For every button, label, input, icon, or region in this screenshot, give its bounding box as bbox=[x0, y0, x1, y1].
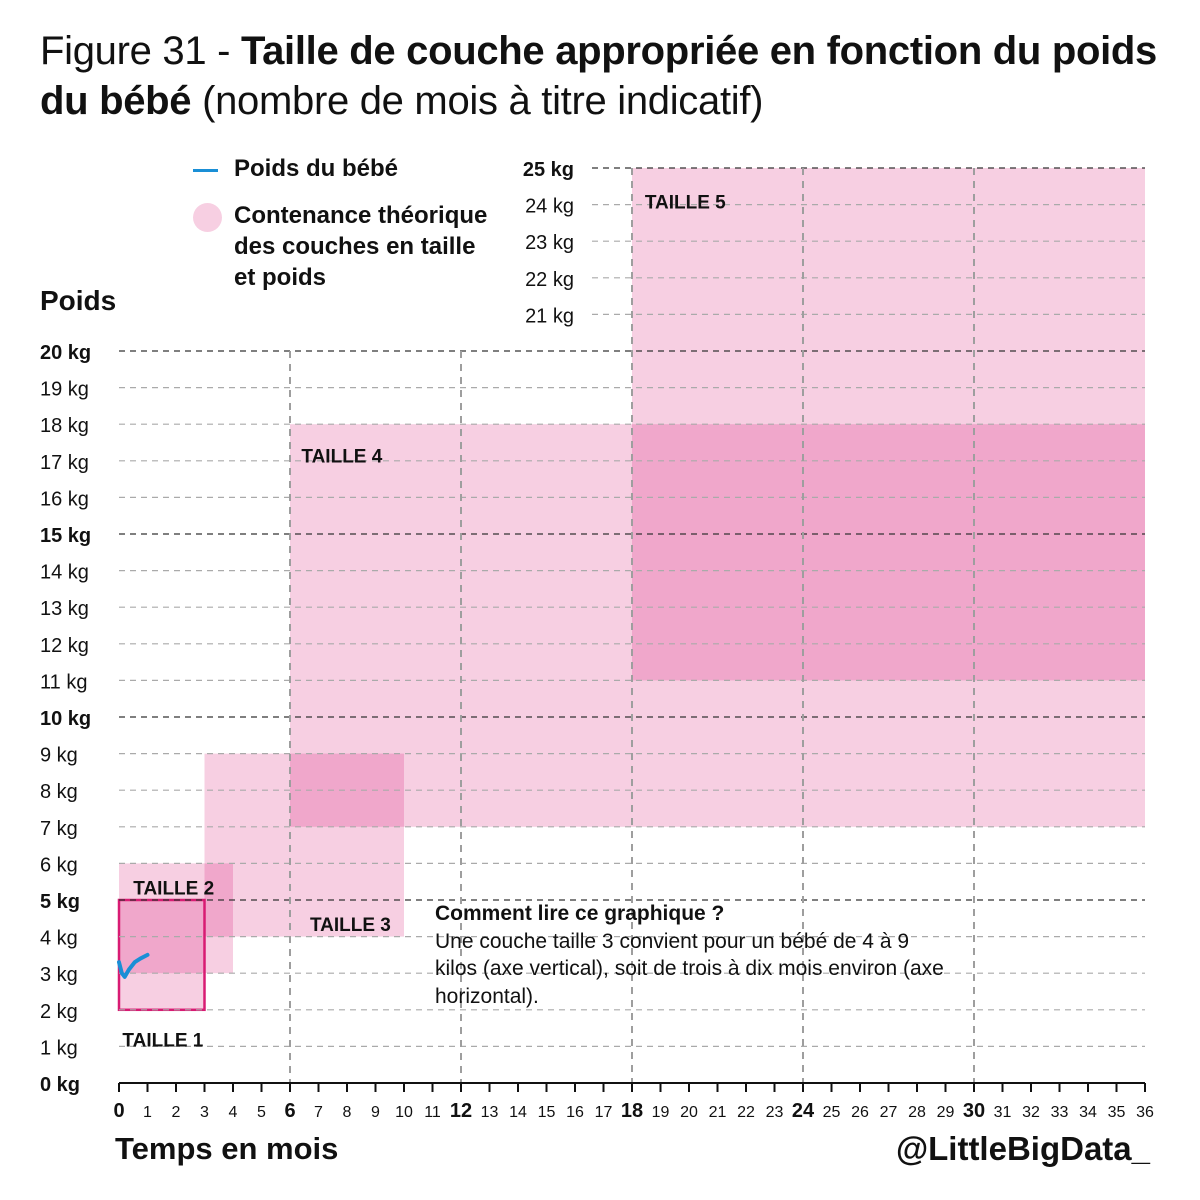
legend-area-swatch bbox=[193, 203, 222, 232]
y-tick-label: 0 kg bbox=[40, 1074, 80, 1096]
y-tick-label-upper: 21 kg bbox=[525, 305, 574, 327]
x-tick-label: 32 bbox=[1022, 1104, 1040, 1121]
x-tick-label: 27 bbox=[880, 1104, 898, 1121]
y-tick-label: 16 kg bbox=[40, 488, 89, 510]
x-tick-label: 13 bbox=[481, 1104, 499, 1121]
x-tick-label: 25 bbox=[823, 1104, 841, 1121]
x-tick-label: 0 bbox=[113, 1100, 124, 1122]
y-tick-label: 2 kg bbox=[40, 1001, 78, 1023]
y-tick-label: 13 kg bbox=[40, 598, 89, 620]
reading-note-heading: Comment lire ce graphique ? bbox=[435, 902, 725, 925]
legend-area-label: Contenance théorique des couches en tail… bbox=[234, 202, 488, 291]
x-tick-label: 6 bbox=[284, 1100, 295, 1122]
y-axis-title: Poids bbox=[40, 285, 117, 316]
x-tick-label: 1 bbox=[143, 1104, 152, 1121]
size-1-label: TAILLE 1 bbox=[122, 1030, 203, 1051]
x-tick-label: 28 bbox=[908, 1104, 926, 1121]
y-tick-label: 3 kg bbox=[40, 964, 78, 986]
y-tick-label: 1 kg bbox=[40, 1037, 78, 1059]
x-tick-label: 33 bbox=[1051, 1104, 1069, 1121]
x-tick-label: 22 bbox=[737, 1104, 755, 1121]
x-tick-label: 5 bbox=[257, 1104, 266, 1121]
title-suffix: (nombre de mois à titre indicatif) bbox=[191, 79, 764, 123]
x-tick-label: 19 bbox=[652, 1104, 670, 1121]
y-tick-label: 15 kg bbox=[40, 525, 91, 547]
y-tick-label: 18 kg bbox=[40, 415, 89, 437]
credit-handle: @LittleBigData_ bbox=[895, 1130, 1150, 1167]
x-tick-label: 18 bbox=[621, 1100, 643, 1122]
x-tick-label: 7 bbox=[314, 1104, 323, 1121]
y-tick-label: 6 kg bbox=[40, 854, 78, 876]
x-tick-label: 4 bbox=[229, 1104, 238, 1121]
x-tick-label: 3 bbox=[200, 1104, 209, 1121]
size-5-label: TAILLE 5 bbox=[645, 192, 726, 213]
size-4-label: TAILLE 4 bbox=[301, 447, 382, 468]
x-tick-label: 35 bbox=[1108, 1104, 1126, 1121]
legend-line-label: Poids du bébé bbox=[234, 155, 399, 182]
x-tick-label: 8 bbox=[343, 1104, 352, 1121]
size-overlap-4-5 bbox=[632, 424, 1145, 681]
x-tick-label: 36 bbox=[1136, 1104, 1154, 1121]
y-tick-label: 12 kg bbox=[40, 635, 89, 657]
x-tick-label: 20 bbox=[680, 1104, 698, 1121]
baby-weight-line bbox=[117, 952, 150, 979]
x-tick-label: 16 bbox=[566, 1104, 584, 1121]
y-tick-label: 14 kg bbox=[40, 562, 89, 584]
x-tick-label: 11 bbox=[424, 1104, 441, 1121]
x-axis-title: Temps en mois bbox=[115, 1131, 339, 1166]
reading-note-text: Une couche taille 3 convient pour un béb… bbox=[435, 929, 944, 1008]
x-tick-label: 29 bbox=[937, 1104, 955, 1121]
x-tick-label: 26 bbox=[851, 1104, 869, 1121]
x-tick-label: 14 bbox=[509, 1104, 527, 1121]
y-tick-label: 5 kg bbox=[40, 891, 80, 913]
y-tick-label: 11 kg bbox=[40, 671, 87, 693]
title-main: Taille de couche appropriée en fonction … bbox=[40, 29, 1158, 123]
y-tick-label-upper: 23 kg bbox=[525, 232, 574, 254]
x-tick-label: 12 bbox=[450, 1100, 472, 1122]
x-tick-label: 17 bbox=[595, 1104, 613, 1121]
y-tick-label: 20 kg bbox=[40, 342, 91, 364]
x-tick-label: 31 bbox=[994, 1104, 1012, 1121]
reading-note: Comment lire ce graphique ? Une couche t… bbox=[435, 900, 955, 1010]
x-tick-label: 2 bbox=[172, 1104, 181, 1121]
size-2-label: TAILLE 2 bbox=[133, 879, 214, 900]
size-1-outline bbox=[117, 898, 206, 1012]
y-tick-label: 19 kg bbox=[40, 379, 89, 401]
x-tick-label: 15 bbox=[538, 1104, 556, 1121]
x-tick-label: 30 bbox=[963, 1100, 985, 1122]
y-tick-label-upper: 22 kg bbox=[525, 269, 574, 291]
x-tick-label: 24 bbox=[792, 1100, 815, 1122]
y-tick-label: 17 kg bbox=[40, 452, 89, 474]
x-tick-label: 10 bbox=[395, 1104, 413, 1121]
x-tick-label: 21 bbox=[709, 1104, 727, 1121]
y-tick-label: 9 kg bbox=[40, 745, 78, 767]
y-tick-label-upper: 25 kg bbox=[523, 159, 574, 181]
y-tick-label: 10 kg bbox=[40, 708, 91, 730]
size-3-label: TAILLE 3 bbox=[310, 915, 391, 936]
y-tick-label: 8 kg bbox=[40, 781, 78, 803]
x-tick-label: 9 bbox=[371, 1104, 380, 1121]
y-tick-label-upper: 24 kg bbox=[525, 196, 574, 218]
chart-title: Figure 31 - Taille de couche appropriée … bbox=[40, 26, 1160, 126]
x-tick-label: 34 bbox=[1079, 1104, 1097, 1121]
y-tick-label: 4 kg bbox=[40, 928, 78, 950]
x-tick-label: 23 bbox=[766, 1104, 784, 1121]
legend-line-swatch bbox=[193, 169, 218, 172]
y-tick-label: 7 kg bbox=[40, 818, 78, 840]
title-prefix: Figure 31 - bbox=[40, 29, 241, 73]
